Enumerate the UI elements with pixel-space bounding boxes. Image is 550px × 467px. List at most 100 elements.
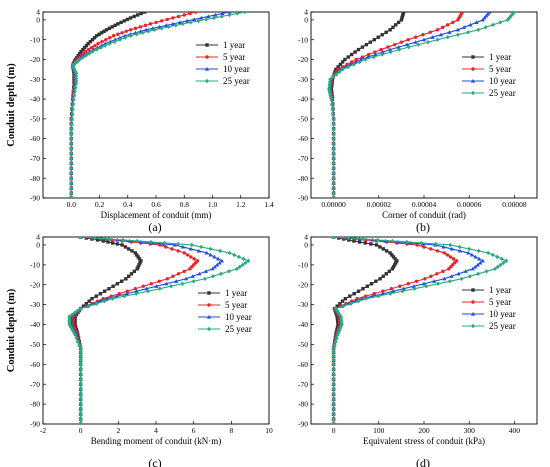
- data-point: [340, 67, 345, 72]
- legend-label: 5 year: [225, 300, 247, 310]
- data-point: [340, 60, 345, 64]
- data-point: [232, 252, 237, 258]
- data-point: [237, 264, 242, 270]
- data-point: [98, 45, 103, 50]
- series-line-1: [74, 237, 142, 424]
- x-tick-label: 0.00004: [412, 200, 437, 209]
- data-point: [206, 14, 211, 19]
- data-point: [70, 111, 75, 117]
- data-point: [116, 22, 120, 26]
- data-point: [332, 342, 337, 348]
- x-tick-label: 400: [509, 426, 521, 435]
- y-tick-label: -60: [30, 134, 40, 143]
- data-point: [435, 37, 440, 42]
- data-point: [469, 252, 475, 257]
- data-point: [159, 19, 164, 23]
- data-point: [73, 332, 78, 337]
- data-point: [125, 289, 129, 293]
- data-point: [133, 26, 138, 31]
- chart-panel-4: 40-10-20-30-40-50-60-70-80-900 100 200 300 4…: [298, 233, 538, 467]
- y-tick-label: 0: [36, 241, 40, 250]
- data-point: [331, 136, 336, 141]
- legend-label: 10 year: [223, 64, 250, 74]
- data-point: [192, 257, 196, 261]
- y-tick-label: -20: [30, 55, 40, 64]
- data-point: [78, 421, 83, 424]
- data-point: [203, 269, 209, 273]
- data-point: [133, 251, 137, 255]
- data-point: [165, 17, 169, 22]
- data-point: [505, 17, 510, 23]
- data-point: [365, 284, 369, 288]
- data-point: [86, 303, 91, 309]
- y-tick-label: -50: [298, 340, 308, 349]
- data-point: [331, 176, 336, 181]
- data-point: [87, 51, 92, 56]
- data-point: [331, 121, 336, 126]
- data-point: [78, 350, 83, 355]
- data-point: [188, 12, 192, 16]
- data-point: [331, 126, 336, 131]
- data-point: [135, 13, 140, 17]
- data-point: [90, 49, 95, 54]
- data-point: [99, 31, 104, 35]
- data-point: [388, 49, 393, 55]
- data-point: [329, 101, 334, 107]
- data-point: [400, 16, 404, 20]
- data-point: [69, 190, 74, 196]
- data-point: [104, 28, 109, 32]
- data-point: [78, 367, 83, 372]
- chart-panel-1: 40 -10 -20 -30 -40 -50 -60 -70 -80 -90 0.0 0.2 0.4 0.…: [6, 8, 274, 234]
- data-point: [92, 36, 97, 40]
- data-point: [93, 43, 97, 48]
- legend-label: 25 year: [223, 76, 250, 86]
- data-point: [182, 13, 186, 17]
- data-point: [140, 30, 145, 35]
- data-point: [429, 274, 433, 278]
- data-point: [477, 256, 482, 261]
- data-point: [374, 279, 378, 283]
- data-point: [467, 274, 472, 279]
- y-tick-label: 4: [36, 233, 40, 242]
- data-point: [122, 19, 126, 23]
- data-point: [74, 81, 79, 86]
- legend-label: 5 year: [489, 64, 511, 74]
- y-tick-label: -80: [30, 400, 40, 409]
- data-point: [129, 272, 134, 276]
- data-point: [170, 21, 176, 26]
- data-point: [169, 284, 174, 289]
- data-point: [448, 242, 453, 248]
- data-point: [199, 244, 204, 250]
- data-point: [484, 269, 489, 274]
- data-point: [404, 239, 409, 245]
- data-point: [126, 274, 131, 278]
- data-point: [391, 289, 396, 293]
- data-point: [441, 244, 446, 249]
- y-tick-label: -50: [298, 114, 308, 123]
- data-point: [420, 241, 425, 246]
- data-point: [401, 12, 405, 16]
- legend-label: 5 year: [489, 297, 511, 307]
- data-point: [442, 276, 447, 281]
- data-point: [70, 63, 75, 68]
- data-point: [421, 33, 425, 37]
- y-tick-label: -90: [30, 194, 40, 203]
- x-tick-label: 1.2: [236, 200, 246, 209]
- y-tick-label: -50: [30, 340, 40, 349]
- data-point: [373, 50, 377, 54]
- data-point: [69, 185, 74, 191]
- data-point: [227, 12, 232, 18]
- y-tick-label: -10: [30, 260, 40, 269]
- data-point: [395, 259, 399, 263]
- data-point: [455, 32, 460, 37]
- data-point: [380, 291, 385, 296]
- data-point: [457, 248, 463, 253]
- data-point: [241, 256, 246, 262]
- data-point: [124, 277, 128, 281]
- data-point: [143, 12, 147, 14]
- data-point: [399, 18, 404, 22]
- data-point: [478, 260, 483, 265]
- data-point: [189, 255, 193, 259]
- x-tick-label: 4: [154, 426, 158, 435]
- data-point: [335, 318, 340, 323]
